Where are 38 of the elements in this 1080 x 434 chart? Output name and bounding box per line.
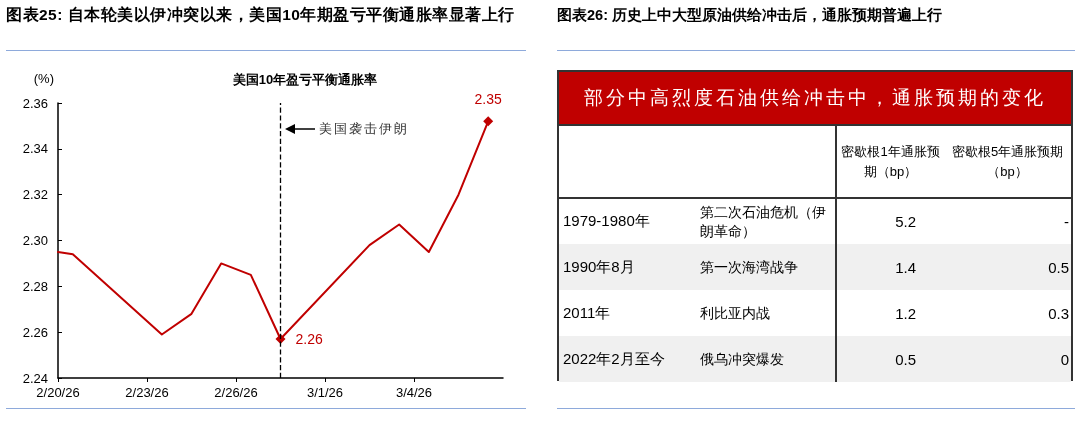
category-label: 第二次石油危机（伊朗革命） [700, 203, 827, 239]
category-label: 利比亚内战 [700, 304, 771, 321]
category-label: 1979-1980年 [563, 212, 650, 229]
y-tick-label: 2.24 [22, 370, 48, 386]
text: 0.5 [1048, 258, 1069, 276]
y-tick-label: 2.36 [22, 95, 48, 111]
text: 0 [1060, 350, 1069, 368]
category-label: 密歇根5年通胀预期（bp） [950, 142, 1065, 181]
text: 图表26: 历史上中大型原油供给冲击后，通胀预期普遍上行 [557, 4, 1075, 51]
data-label: 2.35 [474, 91, 502, 108]
y-tick-label: 2.34 [22, 141, 48, 157]
category-label: 2022年2月至今 [563, 349, 665, 367]
category-label: 2011年 [563, 303, 611, 321]
text: 1.4 [895, 258, 916, 276]
ref-line-label: 美国袭击伊朗 [318, 120, 409, 138]
chart-subtitle: 美国10年盈亏平衡通胀率 [231, 72, 378, 87]
data-label: 2.26 [295, 331, 323, 348]
category-label: 俄乌冲突爆发 [700, 350, 785, 367]
category-label: 第一次海湾战争 [700, 258, 799, 275]
text: 1.2 [895, 304, 916, 322]
text: 0.5 [895, 350, 916, 368]
y-tick-label: 2.28 [22, 278, 48, 294]
text: - [1064, 213, 1069, 230]
text: 0.3 [1048, 304, 1069, 322]
x-tick-label: 2/20/26 [36, 385, 80, 400]
category-label: 密歇根1年通胀预期（bp） [840, 142, 941, 181]
y-tick-label: 2.32 [22, 187, 48, 203]
x-tick-label: 3/1/26 [306, 385, 344, 400]
category-label: 1990年8月 [563, 257, 635, 275]
x-tick-label: 3/4/26 [395, 385, 433, 400]
y-axis-title: (%) [33, 71, 54, 86]
text: 部分中高烈度石油供给冲击中，通胀预期的变化 [559, 72, 1071, 126]
x-tick-label: 2/26/26 [214, 385, 258, 400]
y-tick-label: 2.30 [22, 233, 48, 248]
text: 5.2 [895, 213, 916, 230]
chart-title: 图表25: 自本轮美以伊冲突以来，美国10年期盈亏平衡通胀率显著上行 [6, 4, 526, 51]
y-tick-label: 2.26 [22, 324, 48, 340]
x-tick-label: 2/23/26 [125, 385, 169, 400]
